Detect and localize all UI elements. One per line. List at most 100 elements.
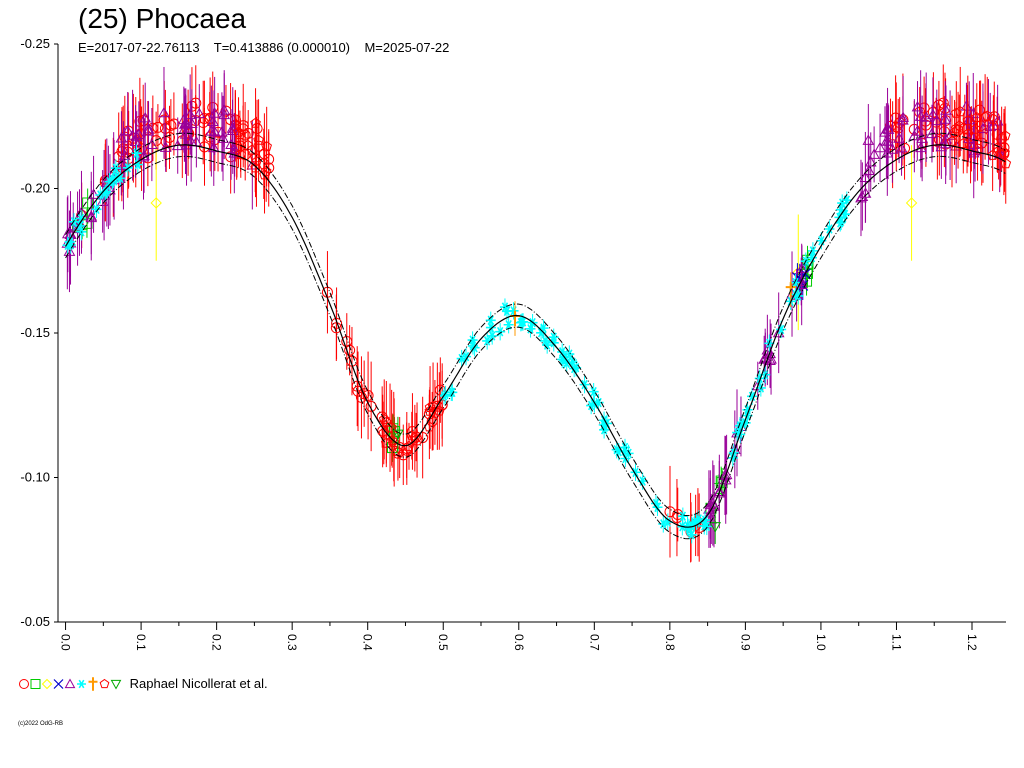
triangle-data-point [208,76,221,150]
pentagon-data-point [378,401,390,465]
y-tick-label: -0.20 [20,181,50,196]
pentagon-marker [949,126,960,137]
star-data-point [122,159,133,177]
triangle-marker [864,155,877,167]
triangle-marker [914,110,927,121]
pentagon-marker [958,137,969,148]
pentagon-marker [988,113,999,124]
pentagon-marker [962,128,974,139]
x-tick-label: 1.2 [965,634,979,651]
triangle-marker [139,111,152,123]
pentagon-marker [233,126,244,137]
triangle-marker [133,128,145,139]
x-tick-label: 0.9 [738,634,752,651]
circle-data-point [331,287,343,360]
pentagon-data-point [233,97,244,168]
star-data-point [650,494,661,513]
triangle-marker [85,210,98,221]
x-tick-label: 0.1 [134,634,148,651]
triangle-marker [225,138,237,149]
model-lower-envelope [65,155,1006,540]
triangle-marker [708,500,720,511]
legend-square-icon [30,678,41,689]
pentagon-marker [403,440,415,451]
triangle-data-point [708,465,720,548]
pentagon-marker [970,123,981,134]
triangle-data-point [226,99,239,157]
star-marker [630,467,641,478]
x-tick-label: 0.3 [285,634,299,651]
star-marker [790,289,801,300]
triangle-marker [761,343,774,355]
x-tick-label: 0.5 [436,634,450,651]
triangle-marker [158,106,170,118]
x-tick-label: 0.6 [512,634,526,651]
star-marker [677,511,688,521]
pentagon-marker [378,427,390,438]
pentagon-marker [386,434,398,446]
pentagon-data-point [253,99,264,182]
circle-marker [152,121,164,133]
triangle-marker [758,353,771,364]
triangle-data-point [142,100,155,157]
legend-down-triangle-icon [110,679,122,690]
star-data-point [693,510,704,528]
triangle-marker [911,100,924,112]
pentagon-data-point [988,95,999,143]
star-marker [558,355,569,365]
diamond-data-point [150,145,162,261]
triangle-marker [115,157,128,169]
legend-dagger-icon [88,676,98,691]
pentagon-data-point [249,123,261,193]
star-data-point [790,285,801,304]
pentagon-marker [249,152,261,163]
star-marker [588,386,599,397]
legend-cross-icon [53,678,64,689]
star-data-point [623,444,634,463]
x-tick-label: 0.8 [663,634,677,651]
triangle-data-point [184,74,197,155]
triangle-marker [205,125,218,136]
star-marker [824,224,835,234]
star-data-point [75,209,86,228]
triangle-data-point [185,89,198,158]
star-data-point [548,334,559,352]
legend-star-icon [77,679,86,688]
triangle-marker [880,135,893,146]
x-tick-label: 0.4 [361,634,375,651]
star-marker [91,204,102,215]
star-data-point [807,242,818,260]
triangle-data-point [225,109,237,180]
triangle-data-point [85,171,98,261]
star-data-point [824,220,835,238]
star-marker [807,246,818,256]
star-data-point [569,359,580,378]
triangle-marker [207,115,219,126]
triangle-marker [855,191,867,203]
star-data-point [62,236,73,254]
pentagon-marker [386,422,397,433]
triangle-marker [185,117,198,129]
star-marker [501,306,512,317]
triangle-marker [897,114,909,125]
triangle-data-point [121,92,134,170]
triangle-data-point [207,90,219,153]
pentagon-data-point [962,101,974,167]
diamond-marker [150,197,162,209]
star-data-point [495,323,506,341]
triangle-data-point [886,115,899,183]
x-tick-label: 0.0 [59,634,73,651]
star-data-point [588,382,599,401]
triangle-data-point [897,96,909,145]
pentagon-marker [235,148,247,160]
star-marker [62,240,73,250]
pentagon-data-point [999,113,1010,192]
chart-subtitle: E=2017-07-22.76113 T=0.413886 (0.000010)… [78,40,450,55]
legend: Raphael Nicollerat et al. [18,674,268,692]
legend-circle-icon [19,678,29,689]
star-data-point [111,167,122,186]
square-marker [82,197,94,209]
star-data-point [456,349,467,368]
triangle-data-point [879,106,891,158]
triangle-marker [208,107,221,118]
